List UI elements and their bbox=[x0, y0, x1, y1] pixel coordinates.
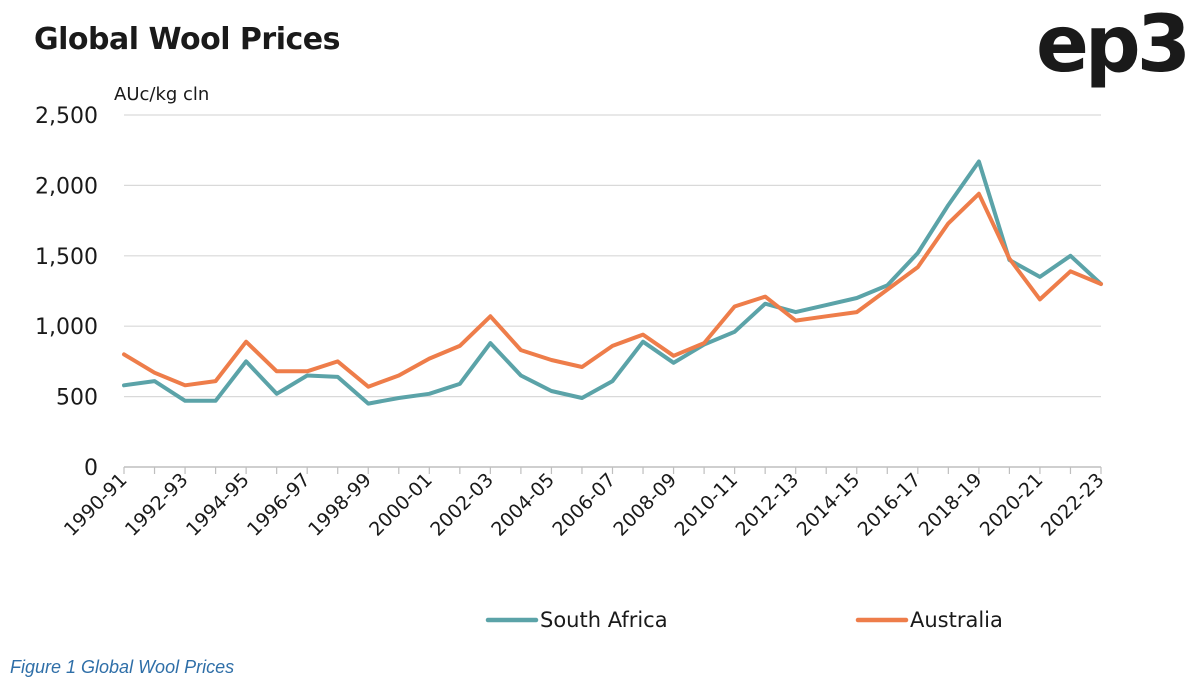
ep3-logo: ep3 bbox=[1036, 0, 1191, 90]
x-tick-label: 2006-07 bbox=[548, 469, 620, 541]
figure-caption: Figure 1 Global Wool Prices bbox=[10, 657, 235, 677]
series-line-south-africa bbox=[122, 159, 1103, 406]
x-tick-label: 2018-19 bbox=[915, 469, 987, 541]
x-tick-label: 1998-99 bbox=[304, 469, 376, 541]
legend: South Africa Australia bbox=[485, 608, 1003, 632]
x-tick-label: 2020-21 bbox=[976, 469, 1048, 541]
x-tick-label: 1992-93 bbox=[121, 469, 193, 541]
x-axis: 1990-911992-931994-951996-971998-992000-… bbox=[60, 466, 1109, 541]
x-tick-label: 2010-11 bbox=[670, 469, 742, 541]
y-tick-label: 2,500 bbox=[35, 104, 98, 129]
x-tick-label: 1996-97 bbox=[243, 469, 315, 541]
chart-title: Global Wool Prices bbox=[34, 22, 341, 57]
x-tick-label: 2012-13 bbox=[732, 469, 804, 541]
x-tick-label: 2004-05 bbox=[487, 469, 559, 541]
y-axis-ticks: 0 500 1,000 1,500 2,000 2,500 bbox=[35, 104, 98, 481]
series-lines bbox=[122, 159, 1103, 406]
x-tick-label: 2014-15 bbox=[793, 469, 865, 541]
y-tick-label: 1,000 bbox=[35, 315, 98, 340]
x-tick-label: 2002-03 bbox=[426, 469, 498, 541]
gridlines bbox=[124, 114, 1101, 398]
legend-label-australia: Australia bbox=[910, 608, 1003, 632]
legend-label-south-africa: South Africa bbox=[540, 608, 668, 632]
x-tick-label: 2022-23 bbox=[1037, 469, 1109, 541]
y-tick-label: 1,500 bbox=[35, 245, 98, 270]
y-tick-label: 500 bbox=[56, 386, 98, 411]
x-tick-label: 2008-09 bbox=[609, 469, 681, 541]
series-line-australia bbox=[122, 191, 1103, 389]
x-tick-label: 2000-01 bbox=[365, 469, 437, 541]
y-tick-label: 2,000 bbox=[35, 174, 98, 199]
y-axis-unit-label: AUc/kg cln bbox=[114, 84, 210, 105]
y-tick-label: 0 bbox=[84, 456, 98, 481]
x-tick-label: 1994-95 bbox=[182, 469, 254, 541]
x-tick-label: 2016-17 bbox=[854, 469, 926, 541]
